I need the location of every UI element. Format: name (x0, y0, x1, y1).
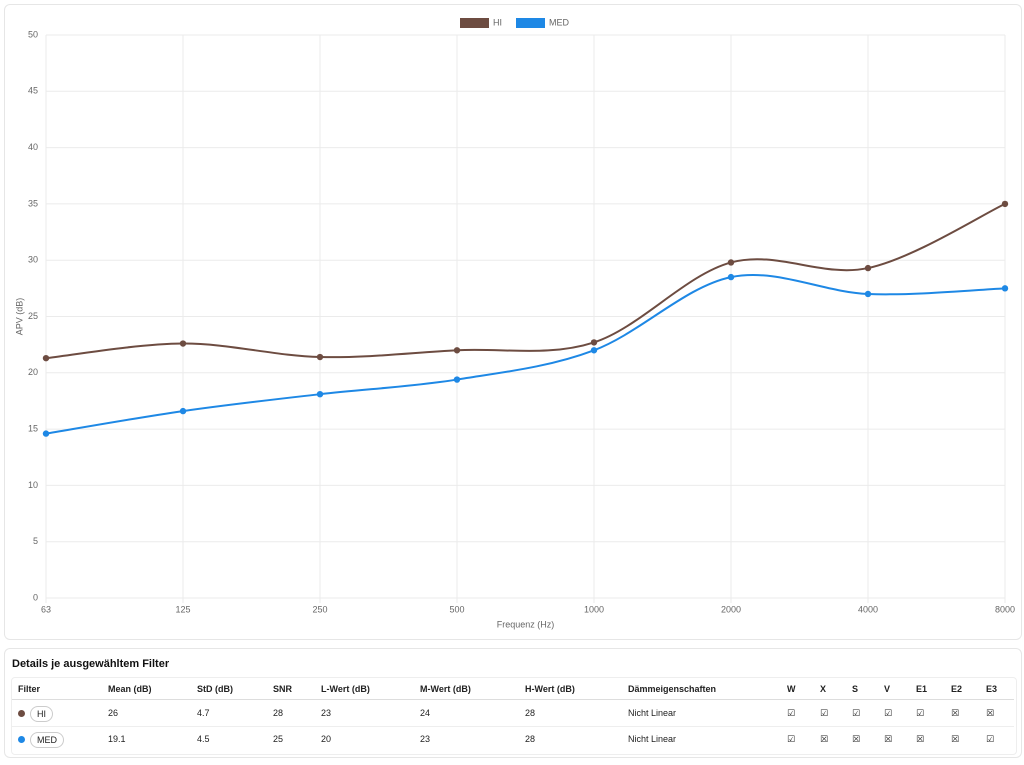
data-point (179, 340, 187, 347)
y-tick-label: 25 (28, 311, 38, 321)
chart: 0 5 10 15 20 25 30 35 40 45 50 63 125 250 500 1000 2000 4… (14, 17, 1015, 629)
table-cell: ☒ (820, 734, 829, 744)
data-point (453, 376, 461, 383)
table-card: Details je ausgewähltem Filter Filter Mea… (4, 648, 1022, 758)
table-cell: ☒ (951, 708, 960, 718)
column-header: SNR (273, 684, 293, 694)
x-tick-label: 500 (449, 604, 464, 614)
y-tick-label: 5 (33, 536, 38, 546)
table-cell: 25 (273, 734, 284, 744)
x-tick-label: 1000 (584, 604, 604, 614)
column-header: H-Wert (dB) (525, 684, 575, 694)
table-cell: 19.1 (108, 734, 126, 744)
legend-label: MED (549, 17, 570, 27)
row-rule (12, 726, 1014, 727)
table-title: Details je ausgewähltem Filter (12, 658, 170, 670)
table (11, 677, 1017, 755)
data-point (727, 259, 735, 266)
data-point (42, 354, 50, 362)
column-header: Mean (dB) (108, 684, 152, 694)
table-cell: ☒ (852, 734, 861, 744)
table-cell: ☑ (787, 734, 796, 744)
column-header: E3 (986, 684, 998, 694)
chart-card: 0 5 10 15 20 25 30 35 40 45 50 63 125 250 500 1000 2000 4… (4, 4, 1022, 640)
data-point (453, 347, 461, 354)
y-tick-label: 0 (33, 592, 38, 602)
table-cell: ☒ (951, 734, 960, 744)
filter-tag: HI (30, 706, 53, 722)
table-cell: Nicht Linear (628, 734, 677, 744)
y-tick-label: 45 (28, 86, 38, 96)
table-cell: 20 (321, 734, 332, 744)
y-axis-label: APV (dB) (14, 298, 24, 336)
data-point (316, 353, 324, 361)
series-line (45, 202, 1006, 360)
table-cell: ☒ (884, 734, 893, 744)
table-cell: 26 (108, 708, 119, 718)
table-cell: ☑ (916, 708, 925, 718)
x-tick-label: 63 (41, 604, 51, 614)
filter-dot (18, 710, 25, 717)
column-header: W (787, 684, 796, 694)
table-cell: ☑ (787, 708, 796, 718)
column-header: Dämmeigenschaften (628, 684, 717, 694)
column-header: E1 (916, 684, 928, 694)
filter-tag: MED (30, 732, 64, 748)
data-point (42, 430, 50, 437)
table-cell: ☑ (884, 708, 893, 718)
y-tick-label: 20 (28, 367, 38, 377)
column-header: L-Wert (dB) (321, 684, 370, 694)
table-cell: 28 (273, 708, 284, 718)
data-point (590, 339, 598, 346)
data-point (316, 390, 324, 398)
x-tick-label: 4000 (858, 604, 878, 614)
table-cell: 28 (525, 708, 536, 718)
data-point (590, 347, 598, 354)
table-cell: ☑ (852, 708, 861, 718)
column-header: StD (dB) (197, 684, 233, 694)
table-cell: 24 (420, 708, 431, 718)
data-point (864, 264, 872, 272)
table-cell: 23 (321, 708, 332, 718)
header-rule (12, 699, 1014, 700)
y-tick-label: 35 (28, 198, 38, 208)
column-header: V (884, 684, 891, 694)
table-cell: ☒ (916, 734, 925, 744)
y-tick-label: 50 (28, 29, 38, 39)
series-line (45, 273, 1006, 435)
table-cell: ☑ (986, 734, 995, 744)
y-tick-label: 40 (28, 142, 38, 152)
filter-dot (18, 736, 25, 743)
data-point (179, 407, 187, 415)
x-axis-label: Frequenz (Hz) (497, 619, 555, 629)
column-header: X (820, 684, 827, 694)
column-header: S (852, 684, 859, 694)
table-cell: ☒ (986, 708, 995, 718)
table-cell: 4.7 (197, 708, 210, 718)
x-tick-label: 2000 (721, 604, 741, 614)
table-cell: 23 (420, 734, 431, 744)
legend-swatch (516, 18, 545, 28)
data-point (727, 273, 735, 281)
y-tick-label: 30 (28, 255, 38, 265)
y-tick-label: 10 (28, 480, 38, 490)
table-cell: Nicht Linear (628, 708, 677, 718)
x-tick-label: 125 (175, 604, 190, 614)
data-point (1001, 200, 1009, 208)
legend-label: HI (493, 17, 502, 27)
table-cell: 4.5 (197, 734, 210, 744)
y-tick-label: 15 (28, 423, 38, 433)
column-header: E2 (951, 684, 963, 694)
column-header: Filter (18, 684, 41, 694)
x-tick-label: 250 (312, 604, 327, 614)
column-header: M-Wert (dB) (420, 684, 471, 694)
table-cell: ☑ (820, 708, 829, 718)
data-point (1001, 285, 1009, 292)
legend-swatch (460, 18, 489, 28)
x-tick-label: 8000 (995, 604, 1015, 614)
table-cell: 28 (525, 734, 536, 744)
data-point (864, 290, 872, 298)
